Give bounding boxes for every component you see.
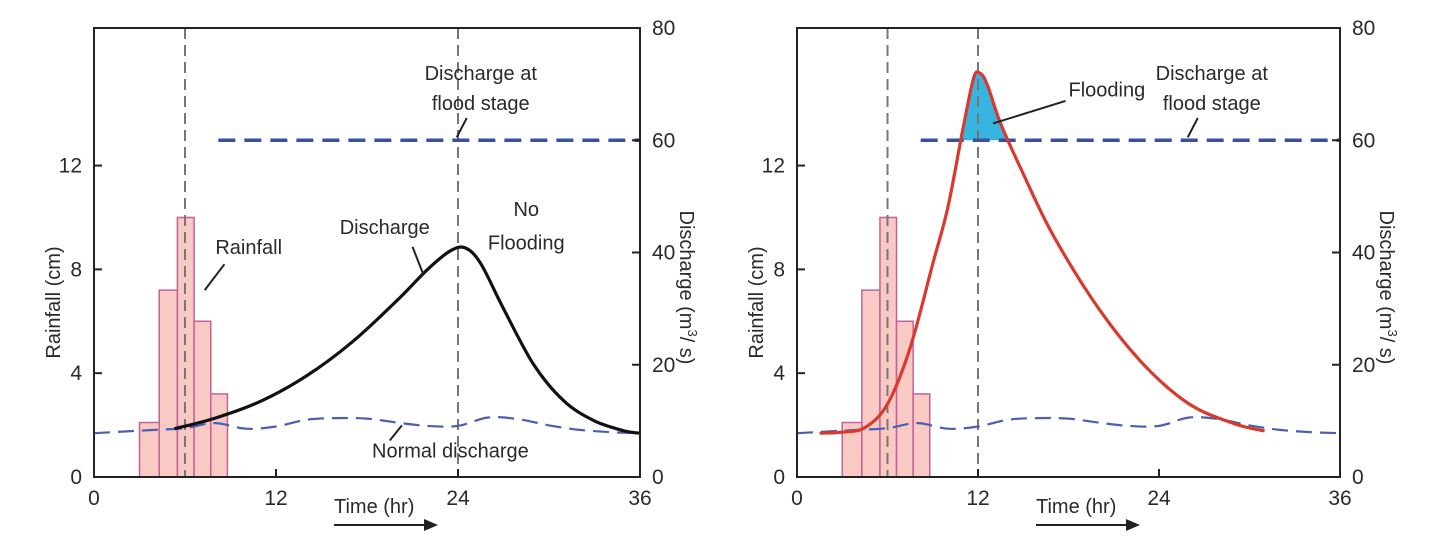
y-right-tick-label: 40 bbox=[1352, 242, 1375, 265]
y-left-tick-label: 12 bbox=[59, 155, 82, 178]
y-right-tick-label: 0 bbox=[1352, 466, 1364, 489]
time-arrow-head bbox=[1126, 519, 1140, 531]
rainfall-bar bbox=[861, 289, 881, 478]
y-right-tick-label: 80 bbox=[652, 17, 675, 40]
time-arrow-head bbox=[424, 519, 438, 531]
flood-stage-label: flood stage bbox=[432, 93, 530, 115]
discharge-label: Discharge bbox=[340, 217, 430, 239]
x-tick-label: 12 bbox=[966, 487, 989, 510]
rainfall-label: Rainfall bbox=[215, 237, 282, 259]
flood-stage-label: Discharge at bbox=[1156, 63, 1269, 85]
y-left-tick-label: 8 bbox=[773, 258, 785, 281]
flood-stage-leader bbox=[1186, 117, 1199, 138]
rainfall-bars bbox=[138, 216, 229, 478]
discharge-leader bbox=[411, 246, 425, 275]
x-tick-label: 36 bbox=[1328, 487, 1351, 510]
y-left-tick-label: 12 bbox=[762, 155, 785, 178]
flooding-label: Flooding bbox=[1069, 79, 1146, 101]
flood-stage-label: flood stage bbox=[1163, 93, 1261, 115]
rainfall-leader bbox=[203, 263, 226, 291]
annotations: Discharge at flood stage Rainfall Discharge… bbox=[203, 63, 565, 462]
y-right-tick-label: 0 bbox=[652, 466, 664, 489]
y-right-axis-label: Discharge (m3/ s) bbox=[675, 211, 700, 365]
discharge-line bbox=[819, 70, 1265, 435]
x-tick-label: 12 bbox=[264, 487, 287, 510]
y-right-tick-label: 40 bbox=[652, 242, 675, 265]
y-right-tick-label: 60 bbox=[652, 129, 675, 152]
rainfall-bar bbox=[210, 393, 229, 478]
normal-discharge-line bbox=[796, 416, 1341, 435]
normal-discharge-line bbox=[93, 416, 641, 435]
y-left-tick-label: 4 bbox=[773, 362, 785, 385]
y-left-tick-label: 0 bbox=[70, 466, 82, 489]
flooding-leader bbox=[992, 100, 1066, 125]
y-left-tick-label: 8 bbox=[70, 258, 82, 281]
discharge-line bbox=[174, 245, 641, 435]
y-right-tick-label: 60 bbox=[1352, 129, 1375, 152]
y-left-axis-label: Rainfall (cm) bbox=[43, 246, 65, 358]
normal-discharge-label: Normal discharge bbox=[372, 440, 529, 462]
rainfall-bar bbox=[912, 393, 931, 478]
rainfall-bar bbox=[158, 289, 179, 478]
x-axis-label: Time (hr) bbox=[334, 496, 414, 518]
x-tick-label: 24 bbox=[1147, 487, 1171, 510]
annotations: Discharge at flood stage Flooding bbox=[992, 63, 1269, 138]
flood-stage-leader bbox=[455, 117, 468, 138]
y-left-tick-label: 4 bbox=[70, 362, 82, 385]
x-tick-label: 0 bbox=[791, 487, 803, 510]
y-right-tick-label: 20 bbox=[1352, 354, 1375, 377]
x-tick-label: 0 bbox=[88, 487, 100, 510]
rainfall-bars bbox=[841, 216, 931, 478]
no-flooding-label: Flooding bbox=[488, 233, 565, 255]
rainfall-bar bbox=[193, 320, 212, 478]
y-left-axis-label: Rainfall (cm) bbox=[746, 246, 768, 358]
x-axis-label: Time (hr) bbox=[1036, 496, 1116, 518]
x-tick-label: 24 bbox=[446, 487, 470, 510]
x-tick-label: 36 bbox=[628, 487, 651, 510]
y-left-tick-label: 0 bbox=[773, 466, 785, 489]
normal-discharge-leader bbox=[388, 424, 403, 442]
y-right-axis-label: Discharge (m3/ s) bbox=[1375, 211, 1400, 365]
no-flooding-label: No bbox=[513, 199, 539, 221]
flood-stage-label: Discharge at bbox=[425, 63, 538, 85]
y-right-tick-label: 20 bbox=[652, 354, 675, 377]
y-right-tick-label: 80 bbox=[1352, 17, 1375, 40]
